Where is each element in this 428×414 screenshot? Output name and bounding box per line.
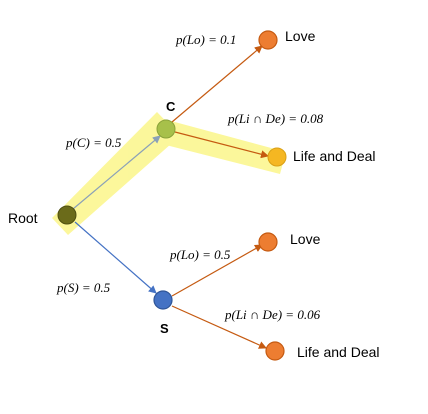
node-c-love xyxy=(258,30,278,50)
label-s: S xyxy=(160,321,169,336)
node-root xyxy=(57,205,77,225)
node-s-love xyxy=(258,232,278,252)
label-s-life: Life and Deal xyxy=(297,344,380,360)
node-c xyxy=(156,119,176,139)
edge-c-life xyxy=(174,131,269,159)
label-c-life: Life and Deal xyxy=(293,148,376,164)
node-s-life xyxy=(265,341,285,361)
prob-s-life: p(Li ∩ De) = 0.06 xyxy=(224,307,321,322)
prob-s-love: p(Lo) = 0.5 xyxy=(169,247,231,262)
prob-root-s: p(S) = 0.5 xyxy=(56,280,111,295)
prob-c-life: p(Li ∩ De) = 0.08 xyxy=(227,111,324,126)
node-s xyxy=(153,290,173,310)
edge-s-life xyxy=(171,305,267,349)
node-c-life xyxy=(267,147,287,167)
edge-root-s xyxy=(74,221,157,294)
label-root: Root xyxy=(8,210,38,226)
edge-c-love xyxy=(171,45,263,123)
label-s-love: Love xyxy=(290,231,321,247)
label-c: C xyxy=(166,99,176,114)
edge-root-c xyxy=(72,135,161,210)
prob-c-love: p(Lo) = 0.1 xyxy=(175,32,236,47)
label-c-love: Love xyxy=(285,28,316,44)
prob-root-c: p(C) = 0.5 xyxy=(65,135,122,150)
edge-s-love xyxy=(171,244,263,297)
